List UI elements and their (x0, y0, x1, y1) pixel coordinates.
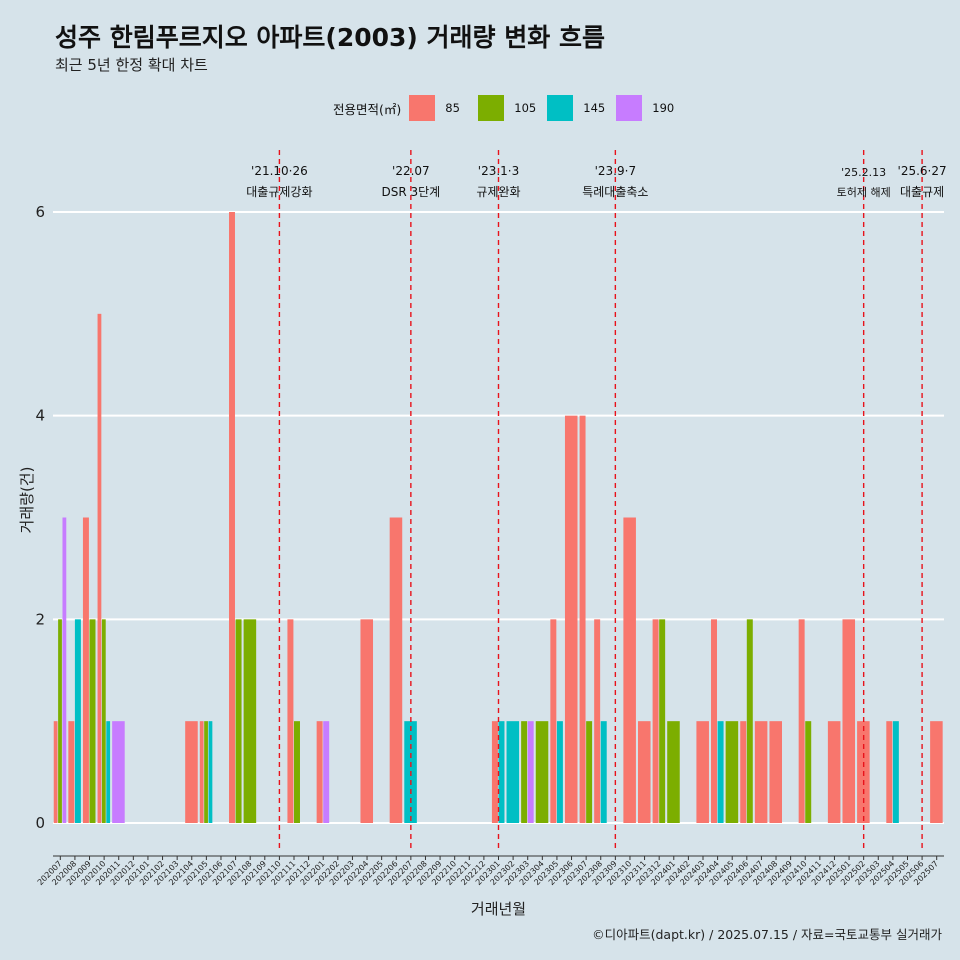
y-tick-label: 6 (35, 203, 45, 221)
legend: 전용면적(㎡) 85 105 145 190 (333, 94, 685, 122)
bar-85-202310 (623, 517, 636, 823)
event-name-label: DSR 3단계 (381, 185, 440, 199)
bar-85-202311 (637, 721, 651, 823)
bar-145-202504 (892, 721, 899, 823)
bar-85-202410 (798, 619, 805, 823)
bar-190-202011 (112, 721, 125, 823)
bar-85-202009 (82, 517, 89, 823)
bar-105-202108 (243, 619, 257, 823)
event-date-label: '23.9·7 (595, 164, 636, 178)
legend-swatch-145 (547, 95, 574, 121)
y-tick-label: 0 (35, 814, 45, 832)
legend-label-85: 85 (445, 101, 460, 115)
event-date-label: '25.6·27 (898, 164, 947, 178)
bar-105-202010 (101, 619, 106, 823)
legend-item-85: 85 (409, 95, 470, 121)
legend-item-190: 190 (616, 95, 677, 121)
event-date-label: '22.07 (392, 164, 430, 178)
bar-145-202302 (506, 721, 520, 823)
bar-85-202504 (886, 721, 893, 823)
bar-105-202405 (725, 721, 739, 823)
bar-145-202105 (208, 721, 213, 823)
bar-190-202007 (62, 517, 67, 823)
bar-105-202111 (294, 721, 300, 823)
bar-85-202206 (389, 517, 403, 823)
bar-105-202303 (521, 721, 528, 823)
bar-85-202007 (53, 721, 58, 823)
bar-85-202008 (68, 721, 75, 823)
bar-85-202308 (594, 619, 601, 823)
bar-145-202008 (74, 619, 81, 823)
source-caption: ©디아파트(dapt.kr) / 2025.07.15 / 자료=국토교통부 실… (592, 927, 942, 942)
bar-105-202406 (746, 619, 753, 823)
legend-item-105: 105 (478, 95, 539, 121)
bar-85-202403 (696, 721, 709, 823)
legend-title: 전용면적(㎡) (333, 101, 402, 117)
bar-190-202201 (323, 721, 330, 823)
y-tick-label: 4 (35, 407, 45, 425)
x-axis-title: 거래년월 (471, 900, 526, 918)
chart-title: 성주 한림푸르지오 아파트(2003) 거래량 변화 흐름 (55, 23, 605, 52)
bar-105-202304 (535, 721, 549, 823)
bar-105-202009 (89, 619, 96, 823)
bar-85-202104 (185, 721, 198, 823)
bar-85-202204 (360, 619, 374, 823)
bar-85-202201 (316, 721, 323, 823)
bar-85-202111 (287, 619, 294, 823)
bar-85-202507 (930, 721, 943, 823)
legend-swatch-85 (409, 95, 436, 121)
bar-190-202303 (527, 721, 534, 823)
bar-85-202408 (769, 721, 782, 823)
bar-145-202308 (600, 721, 607, 823)
bar-105-202007 (58, 619, 62, 823)
event-name-label: 대출규제강화 (246, 185, 312, 199)
bar-85-202307 (579, 415, 586, 823)
event-name-label: 규제완화 (476, 185, 520, 199)
legend-swatch-105 (478, 95, 505, 121)
bar-85-202306 (564, 415, 578, 823)
legend-item-145: 145 (547, 95, 608, 121)
bar-105-202307 (586, 721, 593, 823)
event-date-label: '25.2.13 (841, 166, 886, 179)
y-axis-title: 거래량(건) (18, 467, 36, 534)
legend-swatch-190 (616, 95, 643, 121)
legend-label-145: 145 (583, 101, 606, 115)
bar-85-202301 (491, 721, 498, 823)
event-date-label: '23.1·3 (478, 164, 519, 178)
bar-145-202404 (717, 721, 724, 823)
y-tick-label: 2 (35, 610, 45, 628)
bar-145-202305 (556, 721, 563, 823)
bar-105-202401 (667, 721, 680, 823)
bar-105-202107 (235, 619, 242, 823)
bar-85-202010 (97, 313, 102, 823)
bar-85-202305 (550, 619, 557, 823)
bar-85-202412 (827, 721, 841, 823)
bar-85-202406 (740, 721, 747, 823)
bar-85-202105 (199, 721, 204, 823)
legend-label-190: 190 (652, 101, 675, 115)
event-name-label: 토허제 해제 (837, 185, 891, 199)
bar-145-202010 (106, 721, 111, 823)
bar-105-202312 (659, 619, 666, 823)
bar-85-202312 (652, 619, 659, 823)
bar-85-202407 (754, 721, 768, 823)
event-name-label: 특례대출축소 (582, 185, 648, 199)
chart-subtitle: 최근 5년 한정 확대 차트 (55, 56, 208, 74)
legend-label-105: 105 (514, 101, 537, 115)
bar-145-202301 (498, 721, 505, 823)
bar-85-202501 (842, 619, 856, 823)
bar-105-202105 (204, 721, 208, 823)
bar-105-202410 (805, 721, 812, 823)
bar-85-202404 (711, 619, 717, 823)
event-name-label: 대출규제 (900, 185, 944, 199)
event-date-label: '21.10·26 (251, 164, 308, 178)
bar-85-202107 (229, 212, 235, 823)
